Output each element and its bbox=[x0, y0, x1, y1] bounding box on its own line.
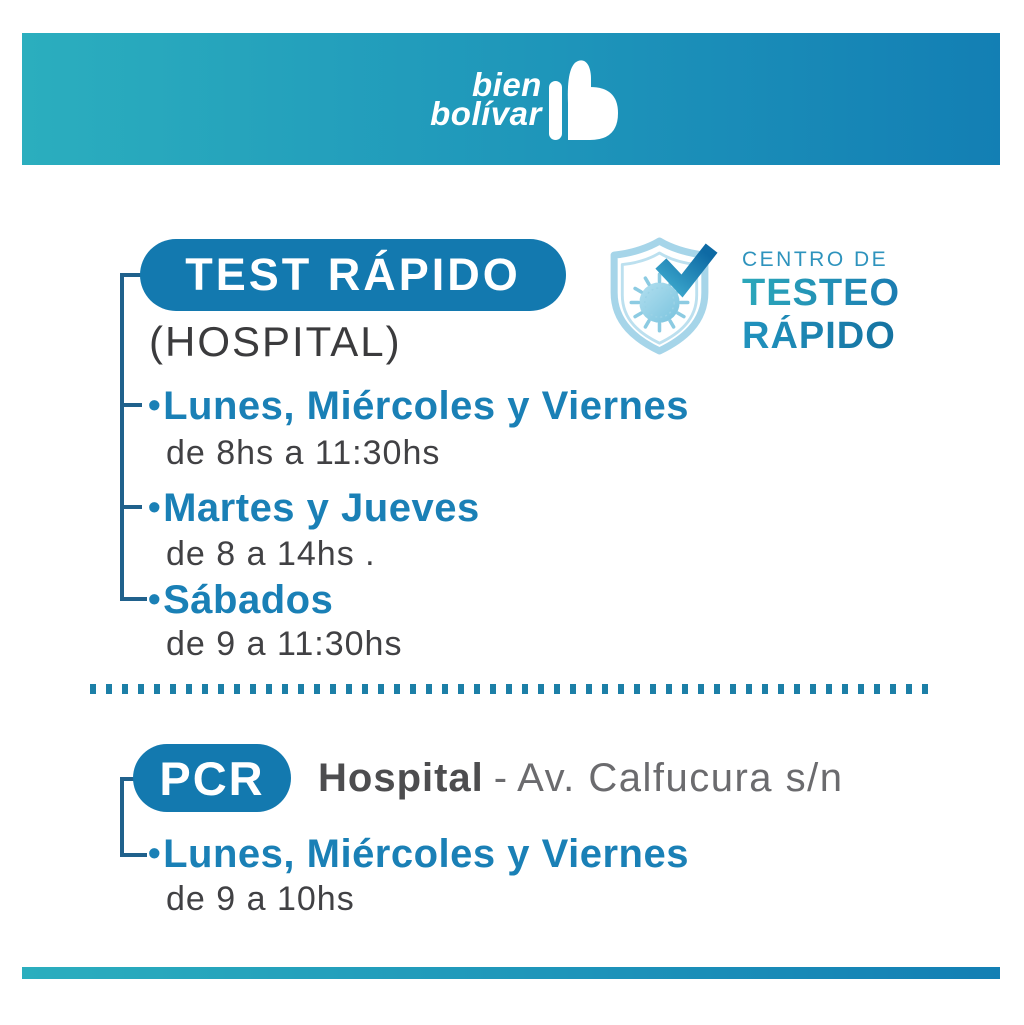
bullet: • bbox=[148, 384, 162, 425]
bullet: • bbox=[148, 486, 162, 527]
bottom-bar bbox=[22, 967, 1000, 979]
pcr-title: PCR bbox=[159, 751, 265, 805]
schedule-item-time: de 9 a 11:30hs bbox=[166, 625, 403, 663]
days-text: Lunes, Miércoles y Viernes bbox=[163, 384, 689, 428]
badge-line2: TESTEO bbox=[742, 272, 901, 314]
checkmark-icon bbox=[650, 241, 722, 310]
bracket-tick-item3 bbox=[120, 597, 147, 601]
bracket-tick-pcr-item bbox=[120, 853, 147, 857]
bien-bolivar-logo: bien bolívar bbox=[430, 57, 620, 141]
location-separator: - bbox=[493, 756, 508, 800]
test-rapido-title-pill: TEST RÁPIDO bbox=[140, 239, 566, 311]
bracket-line-pcr bbox=[120, 777, 124, 857]
schedule-item-days: •Lunes, Miércoles y Viernes bbox=[148, 831, 689, 876]
days-text: Martes y Jueves bbox=[163, 486, 480, 530]
pcr-title-pill: PCR bbox=[133, 744, 291, 812]
schedule-item-time: de 8hs a 11:30hs bbox=[166, 434, 441, 472]
badge-line1: CENTRO DE bbox=[742, 248, 889, 271]
schedule-item-days: •Lunes, Miércoles y Viernes bbox=[148, 383, 689, 428]
pcr-location: Hospital - Av. Calfucura s/n bbox=[318, 755, 844, 801]
test-rapido-title: TEST RÁPIDO bbox=[185, 249, 521, 300]
dotted-divider bbox=[90, 684, 928, 694]
bullet: • bbox=[148, 578, 162, 619]
location-address: Av. Calfucura s/n bbox=[517, 756, 844, 800]
badge-line3: RÁPIDO bbox=[742, 315, 900, 358]
bracket-tick-top bbox=[120, 273, 142, 277]
schedule-item-days: •Sábados bbox=[148, 577, 333, 622]
bracket-tick-pcr-top bbox=[120, 777, 136, 781]
days-text: Lunes, Miércoles y Viernes bbox=[163, 832, 689, 876]
top-banner: bien bolívar bbox=[22, 33, 1000, 165]
schedule-item-time: de 8 a 14hs . bbox=[166, 535, 376, 573]
hospital-subtitle: (HOSPITAL) bbox=[149, 318, 402, 365]
thumbs-up-b-icon bbox=[548, 57, 620, 141]
bullet: • bbox=[148, 832, 162, 873]
testing-center-badge: CENTRO DE TESTEO RÁPIDO bbox=[742, 248, 900, 358]
logo-line2: bolívar bbox=[430, 95, 542, 132]
shield-virus-icon bbox=[597, 234, 723, 365]
location-name: Hospital bbox=[318, 756, 484, 800]
bracket-line-test bbox=[120, 273, 124, 601]
logo-wordmark: bien bolívar bbox=[430, 66, 548, 132]
days-text: Sábados bbox=[163, 578, 334, 622]
schedule-item-time: de 9 a 10hs bbox=[166, 880, 355, 918]
schedule-item-days: •Martes y Jueves bbox=[148, 485, 480, 530]
bracket-tick-item2 bbox=[120, 505, 142, 509]
logo-line1: bien bbox=[472, 66, 542, 103]
bracket-tick-item1 bbox=[120, 403, 142, 407]
